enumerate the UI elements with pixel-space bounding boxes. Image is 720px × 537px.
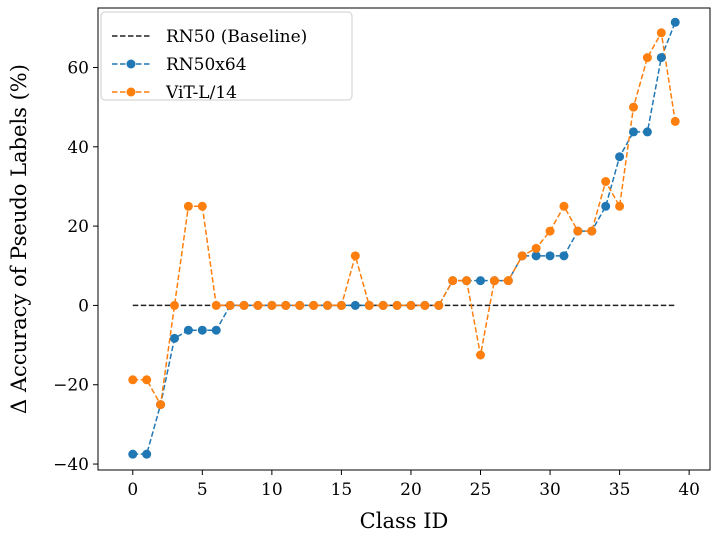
legend-marker [126,59,136,69]
data-point-2-30 [545,226,555,236]
data-point-2-8 [239,300,249,310]
data-point-1-30 [545,251,555,261]
plot-frame [97,7,711,471]
data-point-2-3 [170,300,179,310]
data-point-2-37 [642,53,652,63]
data-point-2-7 [225,300,235,310]
data-point-2-33 [587,226,597,236]
data-point-2-31 [559,201,569,211]
data-point-2-29 [531,243,541,253]
data-point-2-22 [434,300,444,310]
data-point-1-36 [629,127,638,137]
data-point-1-6 [211,325,221,335]
data-point-2-4 [183,201,193,211]
data-point-2-17 [364,300,374,310]
data-point-2-27 [503,276,513,286]
data-point-1-31 [559,251,569,261]
data-point-1-37 [642,127,652,137]
y-tick-label: 0 [78,296,89,316]
data-point-1-16 [350,300,360,310]
series-line-2 [132,30,676,407]
data-point-2-36 [629,102,638,112]
data-point-2-32 [573,226,583,236]
data-point-2-39 [670,116,680,126]
data-point-1-25 [476,276,485,286]
legend: RN50 (Baseline) RN50x64 ViT-L/14 [100,11,353,103]
data-point-1-35 [615,152,625,162]
data-point-2-15 [336,300,346,310]
data-point-2-26 [489,276,499,286]
x-tick-label: 20 [400,480,422,500]
data-point-2-21 [420,300,430,310]
x-tick-label: 35 [609,480,631,500]
data-point-2-13 [309,300,319,310]
data-point-2-0 [128,375,138,385]
data-point-1-38 [656,53,666,63]
data-point-1-0 [128,449,138,459]
data-point-2-11 [281,300,291,310]
legend-marker [126,87,136,97]
y-tick-label: 40 [67,138,89,158]
data-point-2-5 [197,201,207,211]
legend-box [100,11,353,101]
x-tick-label: 0 [127,480,138,500]
x-tick-label: 5 [197,480,208,500]
y-tick-label: 60 [67,58,89,78]
y-tick-label: −20 [53,376,89,396]
x-tick-label: 15 [331,480,353,500]
x-tick-label: 25 [470,480,492,500]
data-point-2-25 [476,350,485,360]
data-point-2-16 [350,251,360,261]
x-tick-label: 30 [539,480,561,500]
data-point-2-1 [142,375,152,385]
data-point-1-1 [142,449,152,459]
legend-label: RN50x64 [166,55,247,75]
data-point-2-38 [656,28,666,38]
x-tick-label: 40 [678,480,700,500]
data-point-2-2 [156,400,166,410]
data-point-2-20 [406,300,416,310]
legend-label: RN50 (Baseline) [166,27,307,47]
data-point-2-23 [448,276,458,286]
data-point-1-5 [197,325,207,335]
data-point-1-39 [670,17,680,27]
data-point-1-34 [601,201,611,211]
y-tick-label: 20 [67,217,89,237]
data-point-2-24 [462,276,472,286]
data-point-2-9 [253,300,263,310]
y-tick-label: −40 [53,455,89,475]
data-point-2-18 [378,300,388,310]
x-axis-label: Class ID [360,509,449,533]
data-point-1-3 [170,333,179,343]
x-tick-label: 10 [261,480,283,500]
data-point-1-4 [183,325,193,335]
data-point-2-14 [323,300,332,310]
data-point-2-10 [267,300,277,310]
data-point-2-35 [615,201,625,211]
data-point-2-34 [601,176,611,186]
data-point-2-12 [295,300,305,310]
data-point-2-6 [211,300,221,310]
data-point-2-19 [392,300,402,310]
data-point-2-28 [517,251,527,261]
y-axis-label: Δ Accuracy of Pseudo Labels (%) [7,64,31,414]
data-point-1-29 [531,251,541,261]
legend-label: ViT-L/14 [165,83,237,103]
